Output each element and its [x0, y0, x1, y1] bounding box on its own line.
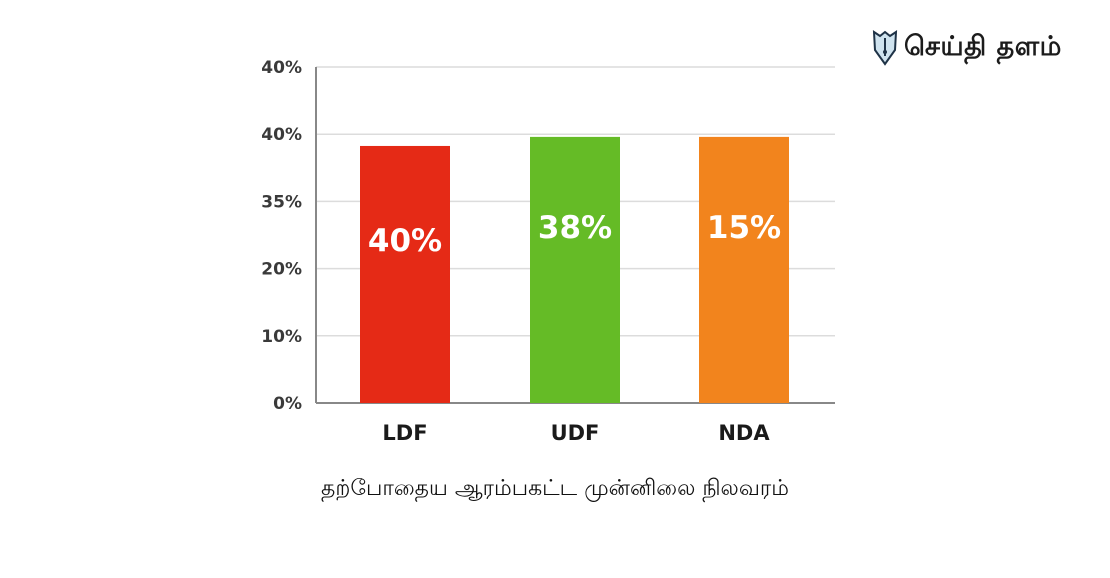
y-tick-label: 40% — [261, 58, 302, 78]
y-tick-label: 35% — [261, 192, 302, 212]
x-tick-label: UDF — [551, 421, 600, 445]
x-tick-label: NDA — [718, 421, 770, 445]
logo: செய்தி தளம் — [872, 30, 1062, 66]
chart-caption: தற்போதைய ஆரம்பகட்ட முன்னிலை நிலவரம் — [321, 476, 789, 501]
bar-udf — [530, 136, 620, 403]
logo-text: செய்தி தளம் — [904, 30, 1062, 62]
bar-nda — [699, 136, 789, 403]
y-tick-label: 40% — [261, 125, 302, 145]
data-label: 38% — [538, 210, 612, 246]
bar-ldf — [360, 145, 450, 403]
pen-nib-shield-icon — [872, 30, 898, 66]
y-tick-label: 10% — [261, 327, 302, 347]
y-tick-label: 0% — [273, 394, 302, 414]
x-tick-label: LDF — [382, 421, 427, 445]
y-tick-label: 20% — [261, 260, 302, 280]
data-label: 15% — [707, 210, 781, 246]
data-label: 40% — [368, 223, 442, 259]
